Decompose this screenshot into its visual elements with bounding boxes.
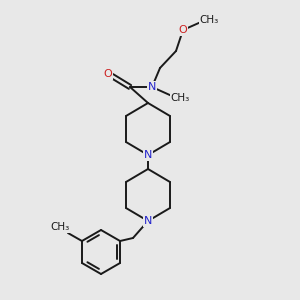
Text: N: N xyxy=(144,216,152,226)
Text: O: O xyxy=(103,69,112,79)
Text: N: N xyxy=(148,82,156,92)
Text: CH₃: CH₃ xyxy=(200,15,219,25)
Text: N: N xyxy=(144,150,152,160)
Text: CH₃: CH₃ xyxy=(170,93,190,103)
Text: CH₃: CH₃ xyxy=(50,222,70,232)
Text: O: O xyxy=(178,25,188,35)
